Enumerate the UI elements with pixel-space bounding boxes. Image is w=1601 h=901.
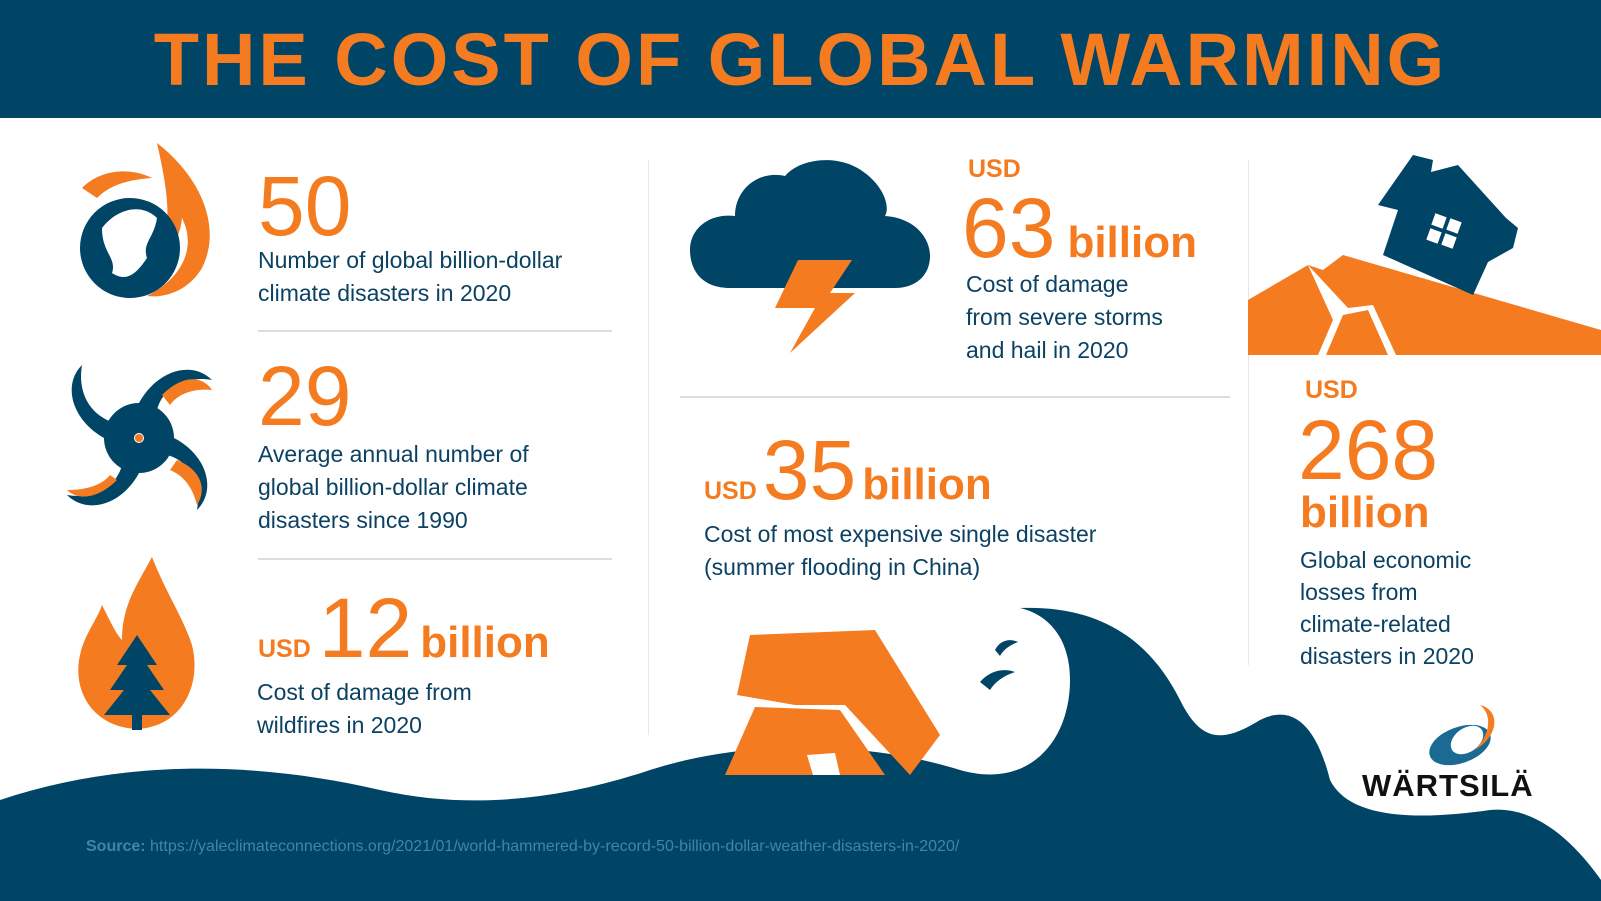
currency-label: USD [968, 155, 1021, 183]
description-line: climate disasters in 2020 [258, 280, 512, 306]
row-divider [680, 396, 1230, 398]
unit-label: billion [420, 618, 550, 667]
currency-label: USD [704, 477, 757, 505]
stat-number: 35 [762, 423, 857, 517]
storm-cloud-icon [690, 160, 930, 353]
page-title: THE COST OF GLOBAL WARMING [153, 17, 1448, 101]
unit-label: billion [862, 460, 992, 509]
stat-description: Cost of damage from wildfires in 2020 [257, 676, 472, 742]
wildfire-icon [78, 557, 195, 730]
description-line: and hail in 2020 [966, 337, 1129, 363]
description-line: Average annual number of [258, 441, 529, 467]
wartsila-logo-icon [1429, 705, 1495, 766]
row-divider [258, 558, 612, 560]
source-link[interactable]: https://yaleclimateconnections.org/2021/… [150, 838, 960, 855]
description-line: Cost of damage from [257, 679, 472, 705]
stat-amount: USD 12 billion [258, 586, 550, 670]
stat-number: 29 [258, 349, 352, 443]
description-line: global billion-dollar climate [258, 474, 528, 500]
description-line: from severe storms [966, 304, 1163, 330]
stat-number: 268 [1298, 403, 1439, 497]
description-line: (summer flooding in China) [704, 554, 981, 580]
earthquake-house-icon [1248, 155, 1601, 355]
source-label: Source: [86, 838, 146, 855]
stat-number: 12 [318, 581, 413, 675]
description-line: wildfires in 2020 [257, 712, 422, 738]
column-divider [1248, 160, 1249, 665]
currency-label: USD [258, 635, 311, 663]
description-line: Number of global billion-dollar [258, 247, 563, 273]
description-line: disasters in 2020 [1300, 643, 1474, 669]
stat-number: 50 [258, 159, 352, 253]
description-line: disasters since 1990 [258, 507, 468, 533]
description-line: Cost of damage [966, 271, 1129, 297]
stat-number: 63 [962, 181, 1056, 275]
description-line: Global economic [1300, 547, 1472, 573]
stat-description: Number of global billion-dollar climate … [258, 244, 562, 310]
stat-amount: USD 35 billion [704, 428, 992, 512]
logo-wordmark: WÄRTSILÄ [1362, 768, 1534, 803]
flooded-house-icon [725, 630, 940, 775]
stat-description: Cost of most expensive single disaster (… [704, 518, 1096, 584]
stat-amount: 63 billion [962, 186, 1197, 270]
stat-description: Average annual number of global billion-… [258, 438, 529, 537]
unit-label: billion [1300, 488, 1430, 537]
column-divider [648, 160, 649, 735]
description-line: losses from [1300, 579, 1418, 605]
row-divider [258, 330, 612, 332]
source-citation: Source: https://yaleclimateconnections.o… [86, 838, 959, 856]
currency-label: USD [1305, 376, 1358, 404]
burning-globe-icon [80, 143, 210, 298]
description-line: Cost of most expensive single disaster [704, 521, 1097, 547]
stat-description: Cost of damage from severe storms and ha… [966, 268, 1163, 367]
description-line: climate-related [1300, 611, 1451, 637]
stat-description: Global economic losses from climate-rela… [1300, 544, 1474, 672]
header-banner: THE COST OF GLOBAL WARMING [0, 0, 1601, 118]
hurricane-icon [67, 365, 212, 510]
unit-label: billion [1067, 218, 1197, 267]
